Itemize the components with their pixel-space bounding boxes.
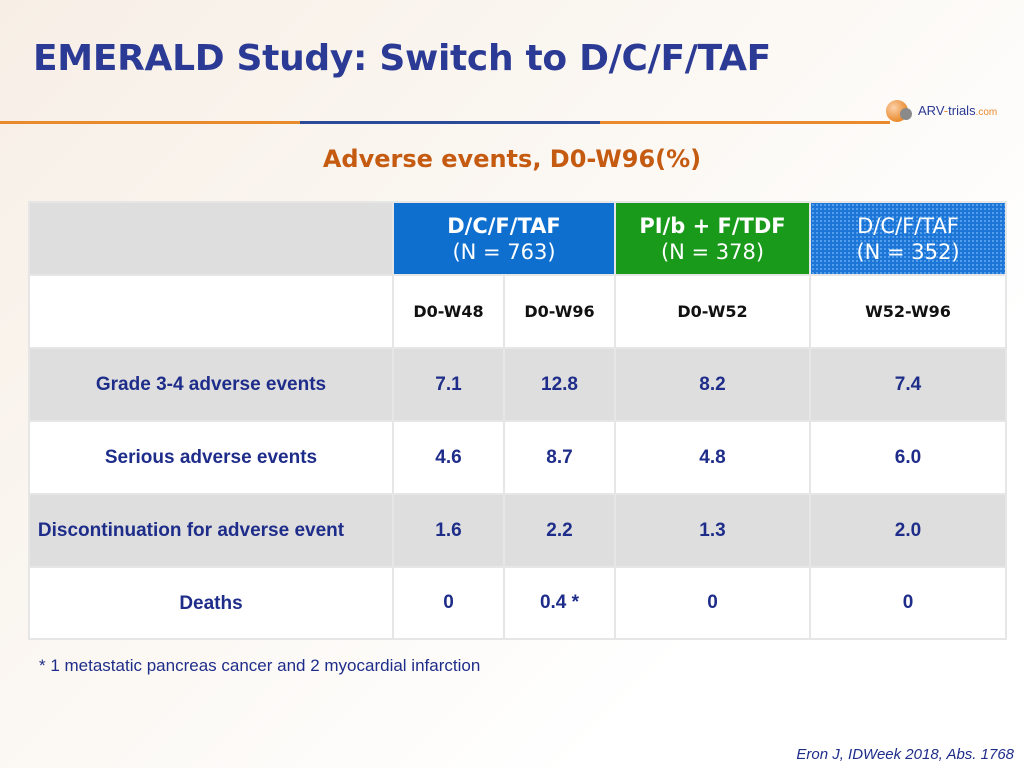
table-row: Deaths 0 0.4 * 0 0 [28,566,1007,640]
value-cell: 7.1 [392,347,505,422]
table-subtitle: Adverse events, D0-W96(%) [322,145,702,173]
title-rule-left [0,121,300,124]
period-corner-cell [28,274,394,349]
value-cell: 6.0 [809,420,1007,495]
row-label: Discontinuation for adverse event [28,493,394,568]
value-cell: 1.3 [614,493,811,568]
value-cell: 1.6 [392,493,505,568]
value-cell: 8.7 [503,420,616,495]
logo-domain: .com [975,107,998,118]
arm-header-pib-ftdf: PI/b + F/TDF (N = 378) [614,201,811,276]
table-footnote: * 1 metastatic pancreas cancer and 2 myo… [39,656,481,675]
logo-dot-icon [900,108,912,120]
value-cell: 4.8 [614,420,811,495]
value-cell: 4.6 [392,420,505,495]
value-cell: 2.0 [809,493,1007,568]
title-rule-middle [300,121,600,124]
arm-name: D/C/F/TAF [857,213,959,238]
period-cell: D0-W48 [392,274,505,349]
logo-prefix: ARV [918,103,944,118]
value-cell: 0 [809,566,1007,640]
title-rule-right [600,121,890,124]
arm-n: (N = 378) [660,239,765,264]
logo-name: trials [948,103,976,118]
value-cell: 0 [392,566,505,640]
period-cell: D0-W52 [614,274,811,349]
row-label: Grade 3-4 adverse events [28,347,394,422]
arm-name: D/C/F/TAF [447,213,561,238]
value-cell: 12.8 [503,347,616,422]
logo-dash: - [943,103,949,118]
value-cell: 7.4 [809,347,1007,422]
arv-trials-logo: ARV-trials.com [886,98,1016,128]
logo-text: ARV-trials.com [918,103,997,118]
row-label: Serious adverse events [28,420,394,495]
period-cell: D0-W96 [503,274,616,349]
table-row: Grade 3-4 adverse events 7.1 12.8 8.2 7.… [28,347,1007,422]
period-header-row: D0-W48 D0-W96 D0-W52 W52-W96 [28,274,1007,349]
source-citation: Eron J, IDWeek 2018, Abs. 1768 [796,746,1014,763]
arm-header-dcftaf-763: D/C/F/TAF (N = 763) [392,201,616,276]
row-label: Deaths [28,566,394,640]
adverse-events-table: D/C/F/TAF (N = 763) PI/b + F/TDF (N = 37… [28,201,1007,640]
arm-n: (N = 352) [856,239,960,264]
table-row: Serious adverse events 4.6 8.7 4.8 6.0 [28,420,1007,495]
value-cell: 8.2 [614,347,811,422]
arm-name: PI/b + F/TDF [639,213,786,238]
table-row: Discontinuation for adverse event 1.6 2.… [28,493,1007,568]
arm-header-row: D/C/F/TAF (N = 763) PI/b + F/TDF (N = 37… [28,201,1007,276]
arm-n: (N = 763) [452,239,556,264]
value-cell: 0.4 * [503,566,616,640]
value-cell: 2.2 [503,493,616,568]
header-corner-cell [28,201,394,276]
value-cell: 0 [614,566,811,640]
arm-header-dcftaf-352: D/C/F/TAF (N = 352) [809,201,1007,276]
slide-title: EMERALD Study: Switch to D/C/F/TAF [33,38,771,79]
period-cell: W52-W96 [809,274,1007,349]
